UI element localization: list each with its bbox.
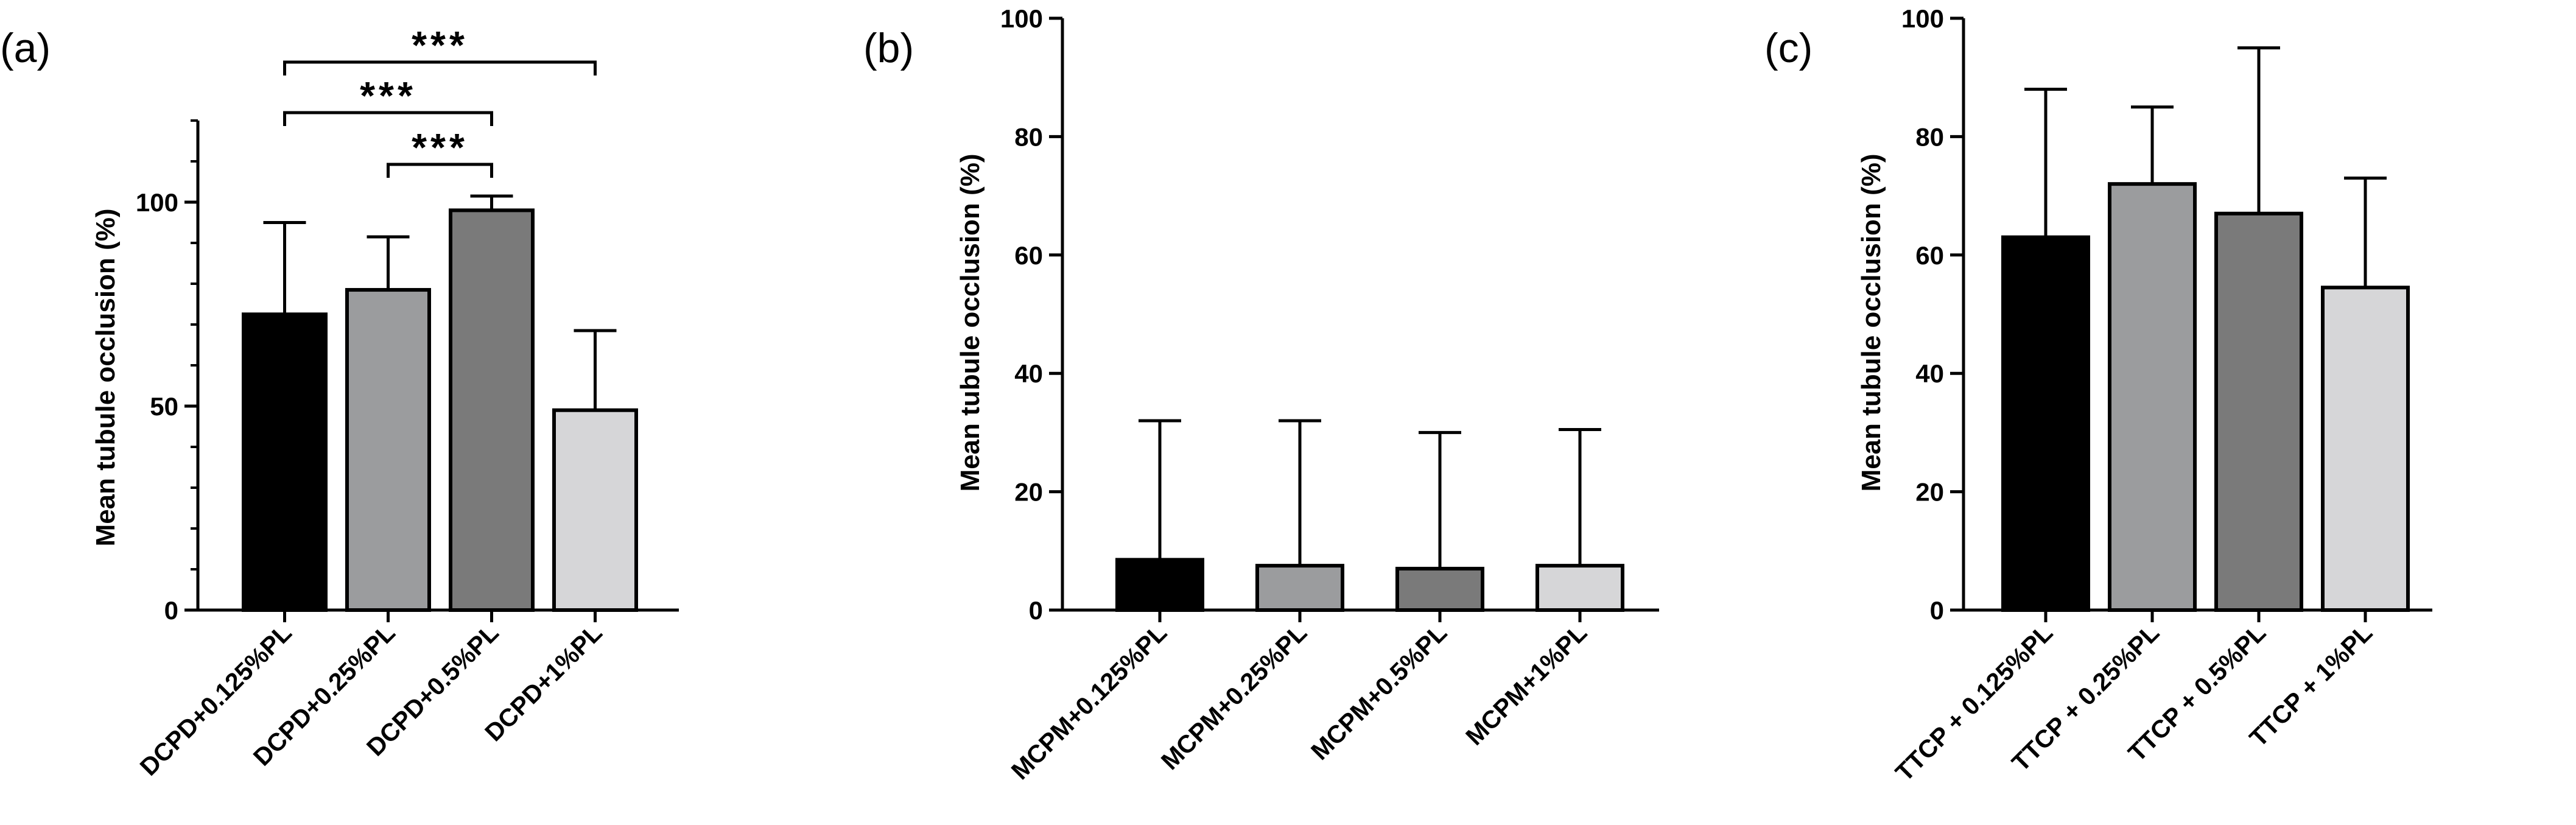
y-tick-label: 0	[1930, 596, 1944, 625]
bar	[2214, 211, 2303, 612]
bar	[1255, 564, 1344, 612]
y-tick-label: 100	[136, 188, 178, 217]
y-axis-label: Mean tubule occlusion (%)	[91, 209, 121, 547]
category-label: MCPM+0.125%PL	[1006, 619, 1172, 785]
bar	[1115, 558, 1204, 613]
y-tick-label: 20	[1915, 478, 1944, 507]
bar	[345, 288, 431, 612]
bar	[242, 312, 328, 612]
bar	[552, 408, 638, 612]
bar	[449, 208, 535, 612]
significance-bracket	[387, 163, 493, 178]
y-tick-label: 60	[1014, 241, 1043, 270]
panel-label: (a)	[0, 25, 51, 71]
y-tick-label: 60	[1915, 241, 1944, 270]
bar	[2108, 182, 2197, 613]
y-tick-label: 20	[1014, 478, 1043, 507]
y-tick-label: 80	[1915, 122, 1944, 151]
y-tick-label: 40	[1915, 359, 1944, 388]
bar	[1535, 564, 1624, 612]
panel-label: (b)	[863, 25, 914, 71]
chart-panel-a: (a) Mean tubule occlusion (%) 050100DCPD…	[0, 23, 679, 781]
y-axis-label: Mean tubule occlusion (%)	[1856, 154, 1886, 492]
significance-label: ***	[412, 23, 468, 67]
y-tick-label: 100	[1000, 4, 1043, 33]
y-tick-label: 40	[1014, 359, 1043, 388]
category-label: MCPM+0.25%PL	[1156, 619, 1312, 775]
y-tick-label: 0	[1029, 596, 1043, 625]
significance-label: ***	[412, 125, 468, 169]
bar	[2321, 286, 2410, 612]
y-tick-label: 100	[1901, 4, 1944, 33]
category-label: MCPM+0.5%PL	[1305, 619, 1452, 765]
y-tick-label: 0	[164, 596, 178, 625]
chart-panel-b: (b) Mean tubule occlusion (%) 0 20 40 60 80 1…	[863, 4, 1659, 785]
category-label: MCPM+1%PL	[1460, 619, 1592, 751]
significance-bracket	[283, 60, 597, 75]
bar	[1395, 566, 1484, 613]
significance-bracket	[283, 111, 493, 126]
y-tick-label: 80	[1014, 122, 1043, 151]
panel-label: (c)	[1764, 25, 1813, 71]
chart-panel-c: (c) Mean tubule occlusion (%) 0 20 40 60 80 1…	[1764, 4, 2432, 787]
bar	[2001, 235, 2090, 612]
y-tick-label: 50	[150, 392, 178, 421]
significance-label: ***	[360, 74, 416, 118]
y-axis-label: Mean tubule occlusion (%)	[955, 154, 985, 492]
